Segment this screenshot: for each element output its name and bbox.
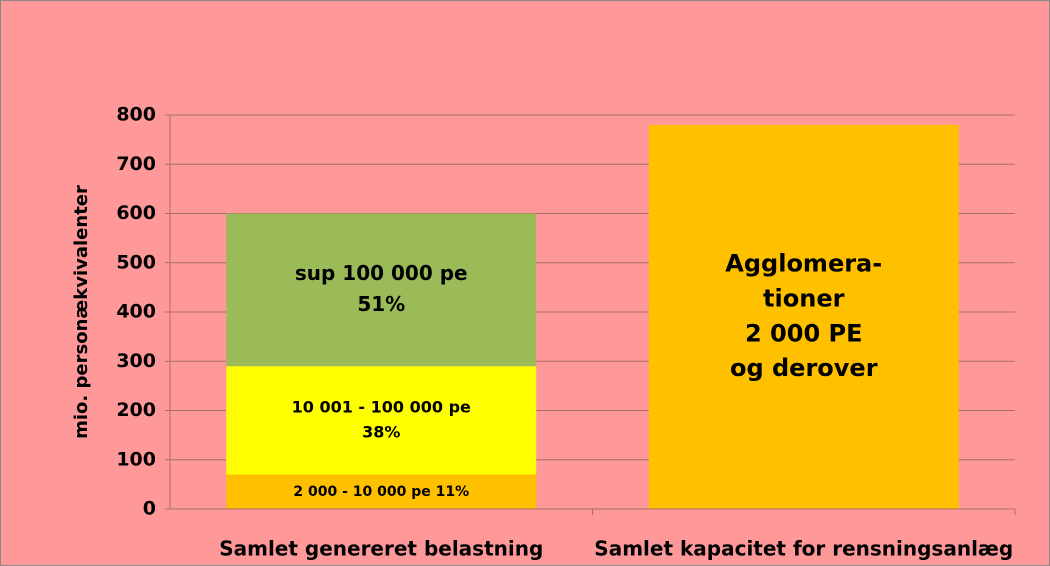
segment-label: Agglomera- [725,250,882,278]
x-tick-label: Samlet genereret belastning [219,537,543,561]
y-tick-label: 200 [116,399,156,421]
bar-segment [226,213,537,367]
segment-label: sup 100 000 pe [295,261,468,285]
segment-label: 38% [362,422,400,441]
segment-label: tioner [763,285,845,313]
y-tick-label: 400 [116,301,156,323]
segment-label: 2 000 PE [745,319,863,347]
bar-segment [648,124,959,509]
x-tick-label: Samlet kapacitet for rensningsanlæg [594,537,1013,561]
segment-label: og derover [730,354,878,382]
segment-label: 2 000 - 10 000 pe 11% [293,484,469,500]
y-tick-label: 800 [116,104,156,126]
y-tick-label: 100 [116,448,156,470]
y-tick-label: 700 [116,153,156,175]
segment-label: 51% [357,292,405,316]
y-tick-label: 0 [143,498,156,520]
segment-label: 10 001 - 100 000 pe [292,397,471,416]
y-tick-label: 600 [116,202,156,224]
y-tick-label: 500 [116,251,156,273]
y-axis-label: mio. personækvivalenter [71,185,92,439]
bar-segment [226,366,537,475]
bar-segment [226,474,537,509]
y-tick-label: 300 [116,350,156,372]
